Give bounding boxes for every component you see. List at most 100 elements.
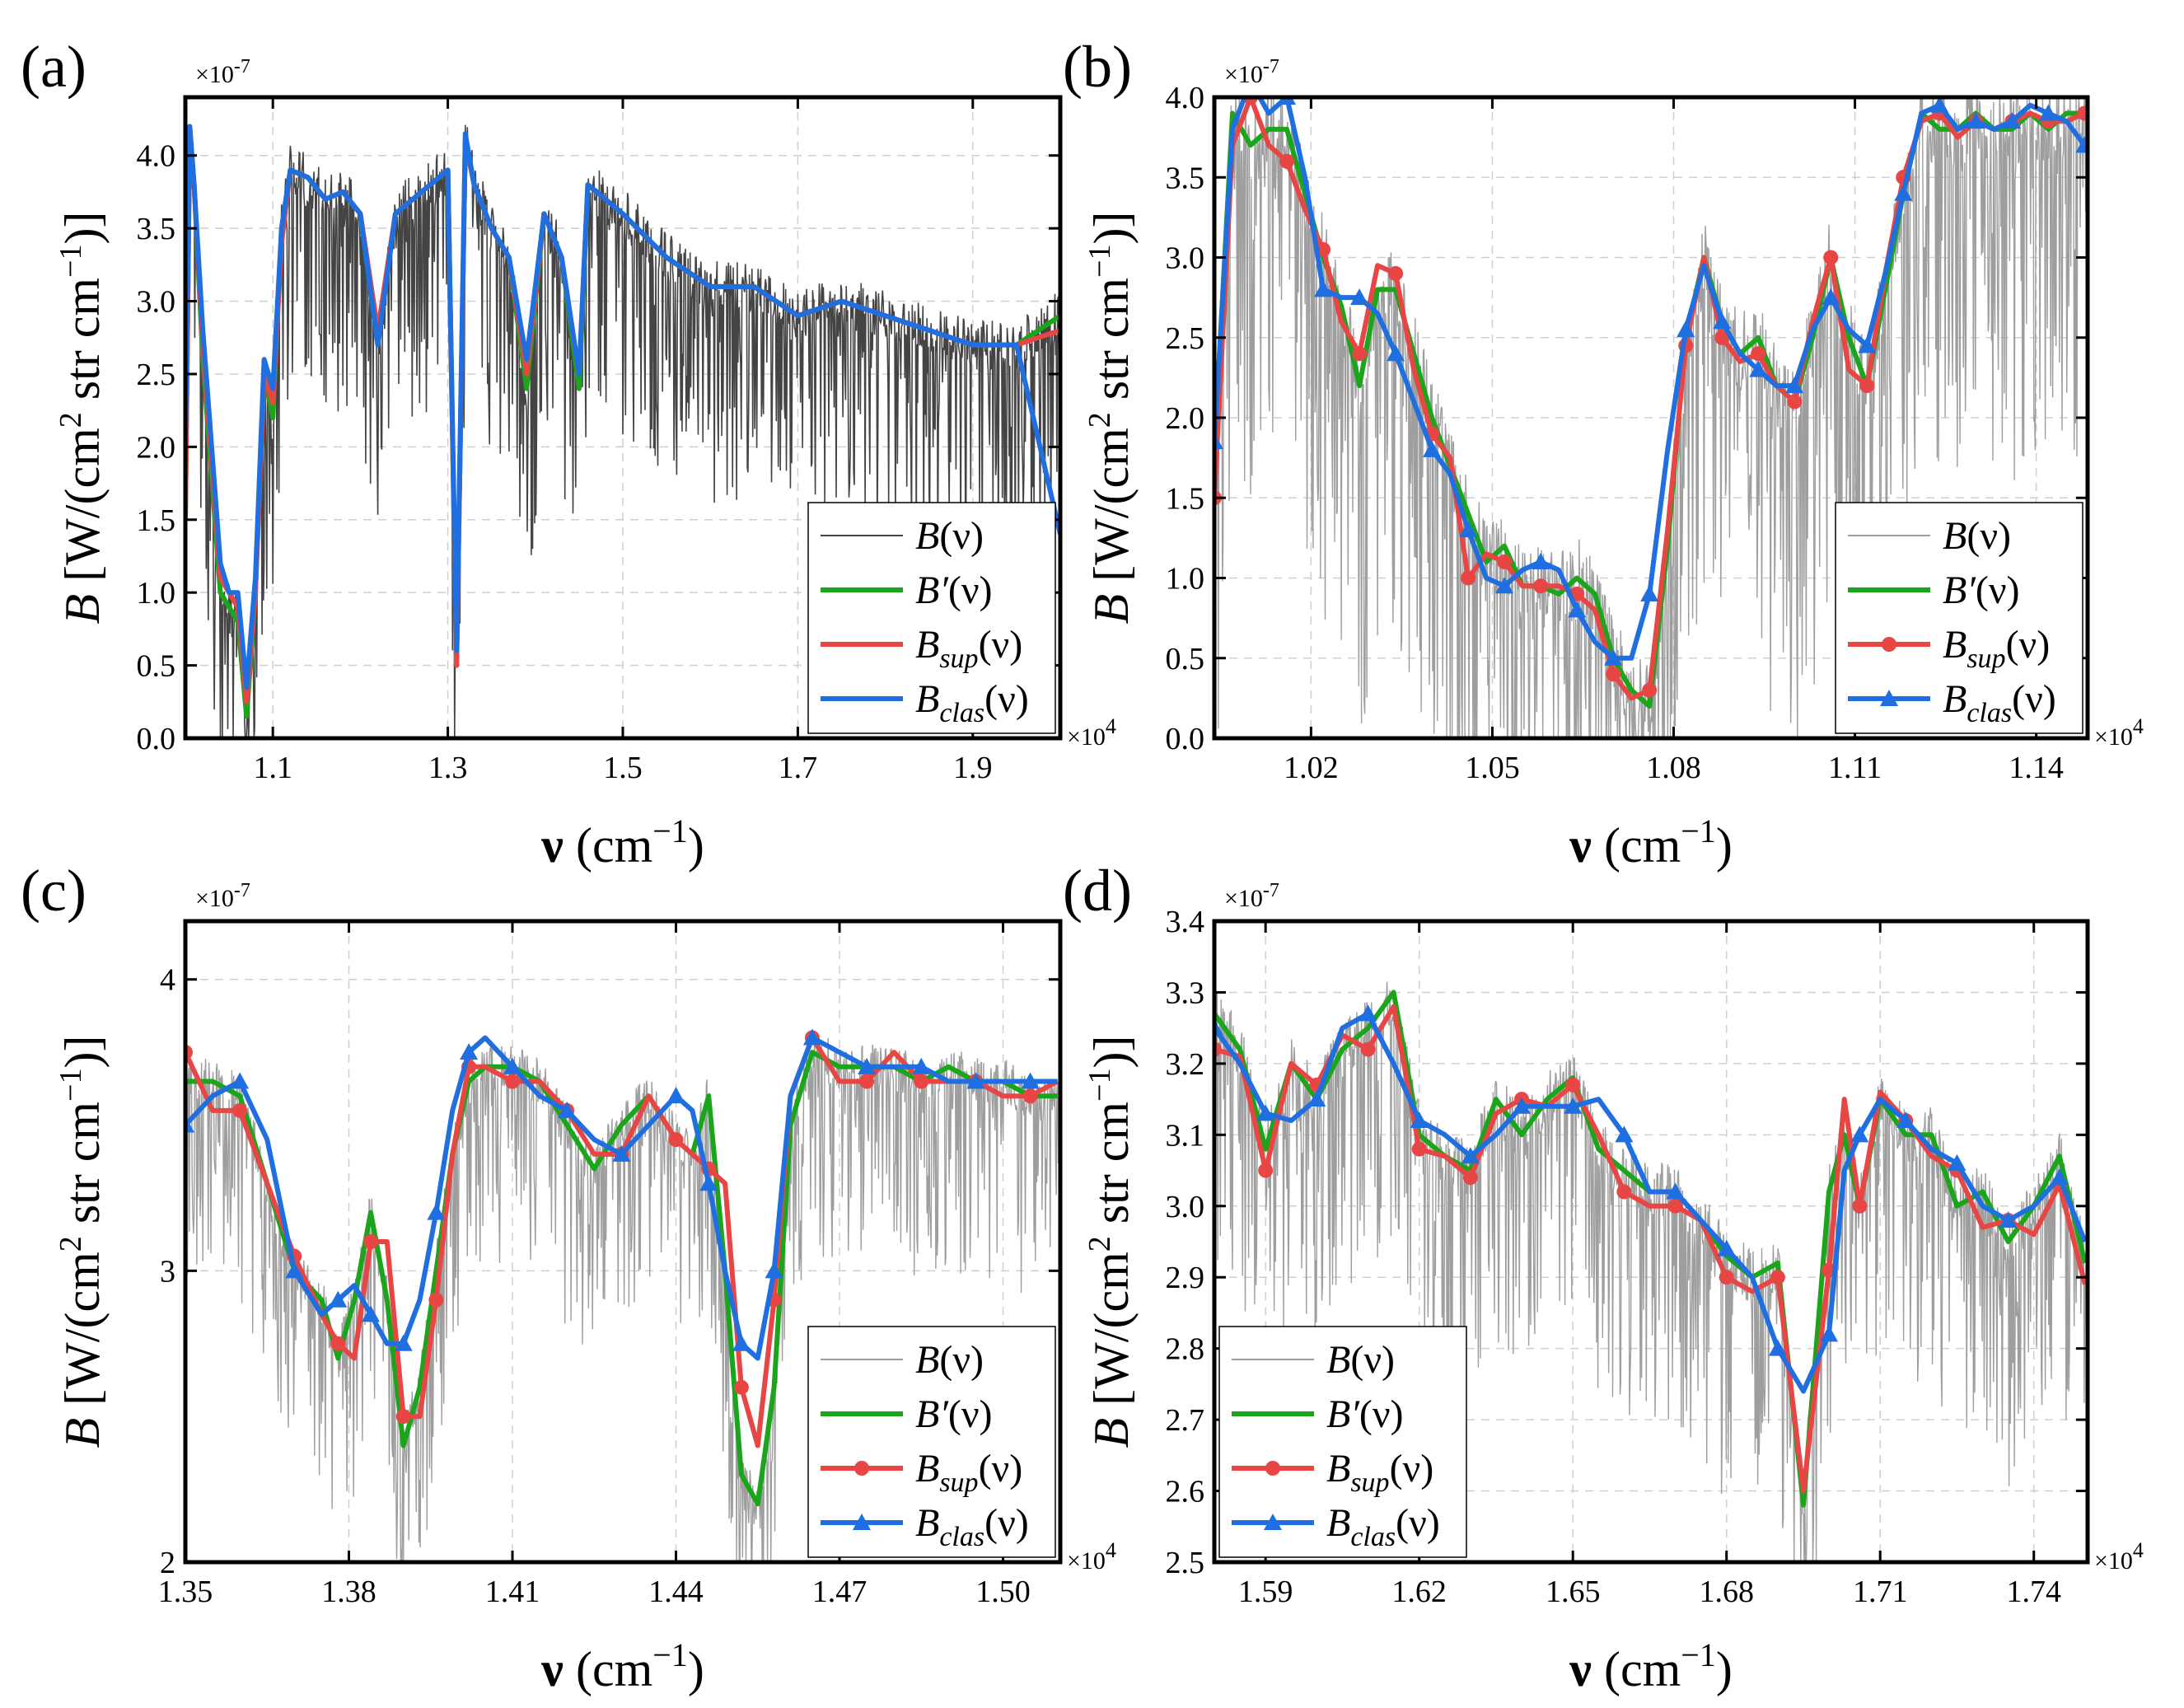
x-tick-label: 1.62 — [1391, 1575, 1447, 1609]
x-tick-label: 1.9 — [953, 751, 993, 785]
y-tick-label: 4.0 — [1166, 81, 1205, 115]
y-tick-label: 0.5 — [137, 649, 176, 684]
y-tick-label: 3.5 — [137, 212, 176, 246]
marker-Bclas — [1858, 336, 1877, 353]
y-tick-label: 3.2 — [1166, 1047, 1205, 1082]
marker-Bclas — [1214, 1018, 1223, 1036]
marker-Bclas — [185, 1116, 194, 1133]
marker-Bclas — [460, 1043, 479, 1060]
marker-Bclas — [427, 1203, 446, 1220]
legend-label-Bsup: Bsup(ν) — [915, 1447, 1022, 1498]
marker-Bclas — [1749, 360, 1768, 377]
y-axis-label: B [W/(cm2 str cm−1)] — [1083, 212, 1139, 625]
y-tick-label: 3.4 — [1166, 905, 1205, 939]
marker-Bsup — [1642, 682, 1658, 698]
y-tick-label: 4.0 — [137, 139, 176, 174]
panel-d: 1.59 1.62 1.65 1.68 1.71 1.74 2.5 2.6 2.7 2.8 2.9 3… — [1063, 858, 2144, 1696]
marker-Bclas — [2050, 1168, 2069, 1186]
marker-Bclas — [1214, 433, 1223, 450]
x-multiplier: ×104 — [1067, 714, 1116, 751]
marker-Bclas — [1785, 377, 1804, 394]
x-tick-label: 1.5 — [603, 751, 643, 785]
marker-Bsup — [1719, 1270, 1734, 1285]
y-tick-label: 2.0 — [137, 430, 176, 465]
marker-Bsup — [1360, 1041, 1376, 1057]
legend: B(ν) B′(ν) Bsup(ν)Bclas(ν) — [1218, 1326, 1467, 1558]
y-tick-label: 2.7 — [1166, 1403, 1205, 1438]
x-tick-label: 1.02 — [1284, 751, 1339, 785]
marker-Bclas — [699, 1174, 718, 1191]
marker-Bclas — [1256, 1104, 1275, 1121]
y-axis-label: B [W/(cm2 str cm−1)] — [54, 212, 110, 625]
series-B-raw — [185, 1032, 1060, 1562]
marker-Bclas — [1307, 1090, 1326, 1107]
marker-Bclas — [1461, 1147, 1480, 1164]
marker-Bclas — [1999, 1211, 2018, 1228]
marker-Bclas — [1021, 1072, 1040, 1089]
x-tick-label: 1.71 — [1853, 1575, 1908, 1609]
legend-box — [1218, 1326, 1467, 1558]
x-axis-label: ν (cm−1) — [540, 1636, 704, 1696]
legend: B(ν) B′(ν) Bsup(ν)Bclas(ν) — [1835, 502, 2083, 734]
x-tick-label: 1.50 — [975, 1575, 1031, 1609]
marker-Bsup — [733, 1379, 749, 1395]
marker-Bsup — [428, 1292, 444, 1308]
legend-label-Bprime: B′(ν) — [915, 569, 993, 612]
y-axis-label: B [W/(cm2 str cm−1)] — [54, 1036, 110, 1448]
legend-label-Bsup: Bsup(ν) — [1326, 1447, 1433, 1498]
marker-Bclas — [612, 1144, 631, 1162]
marker-Bsup — [859, 1074, 875, 1089]
legend-marker-Bclas — [1264, 1514, 1282, 1530]
y-tick-label: 3.0 — [137, 285, 176, 320]
y-tick-label: 3.5 — [1166, 161, 1205, 195]
y-tick-label: 2.8 — [1166, 1332, 1205, 1367]
y-tick-label: 3 — [160, 1254, 175, 1289]
marker-Bsup — [1616, 1184, 1632, 1200]
x-tick-label: 1.11 — [1828, 751, 1882, 785]
marker-Bclas — [1410, 1111, 1429, 1129]
marker-Bclas — [1568, 601, 1587, 618]
y-multiplier: ×10-7 — [195, 880, 250, 912]
marker-Bclas — [1850, 1125, 1869, 1143]
marker-Bclas — [1532, 553, 1550, 570]
marker-Bsup — [330, 1336, 346, 1351]
legend-label-Bsup: Bsup(ν) — [915, 623, 1022, 674]
legend-label-Bclas: Bclas(ν) — [915, 677, 1029, 728]
marker-Bclas — [1820, 1325, 1839, 1342]
legend-label-Bprime: B′(ν) — [1326, 1392, 1404, 1436]
marker-Bsup — [2077, 105, 2088, 121]
marker-Bclas — [1350, 288, 1369, 306]
marker-Bclas — [802, 1028, 821, 1046]
y-tick-label: 3.1 — [1166, 1118, 1205, 1153]
y-tick-label: 3.3 — [1166, 976, 1205, 1010]
marker-Bsup — [362, 1234, 378, 1249]
x-tick-label: 1.14 — [2009, 751, 2064, 785]
marker-Bclas — [666, 1087, 685, 1104]
legend-box — [807, 1326, 1056, 1558]
legend-marker-Bsup — [1882, 637, 1896, 652]
marker-Bsup — [1258, 1163, 1274, 1178]
marker-Bsup — [1462, 1170, 1478, 1186]
marker-Bclas — [1495, 577, 1514, 594]
marker-Bsup — [1533, 578, 1549, 594]
y-axis-label: B [W/(cm2 str cm−1)] — [1083, 1036, 1139, 1448]
marker-Bsup — [1411, 1141, 1427, 1157]
marker-Bclas — [1768, 1339, 1787, 1356]
marker-Bsup — [1859, 378, 1875, 394]
legend-marker-Bclas — [1880, 690, 1898, 706]
x-tick-label: 1.59 — [1238, 1575, 1293, 1609]
marker-Bclas — [912, 1057, 931, 1074]
marker-Bsup — [1823, 250, 1839, 265]
marker-Bclas — [1967, 112, 1985, 129]
y-tick-label: 0.0 — [137, 722, 176, 756]
marker-Bsup — [1714, 330, 1730, 345]
x-tick-label: 1.7 — [779, 751, 818, 785]
x-tick-label: 1.38 — [321, 1575, 376, 1609]
legend: B(ν) B′(ν) Bsup(ν)Bclas(ν) — [807, 1326, 1056, 1558]
marker-Bclas — [1387, 344, 1405, 362]
series-B-raw — [1214, 97, 2088, 738]
marker-Bsup — [1022, 1088, 1038, 1104]
marker-Bclas — [558, 1101, 577, 1118]
marker-Bsup — [1751, 346, 1766, 362]
marker-Bclas — [1896, 1111, 1915, 1129]
